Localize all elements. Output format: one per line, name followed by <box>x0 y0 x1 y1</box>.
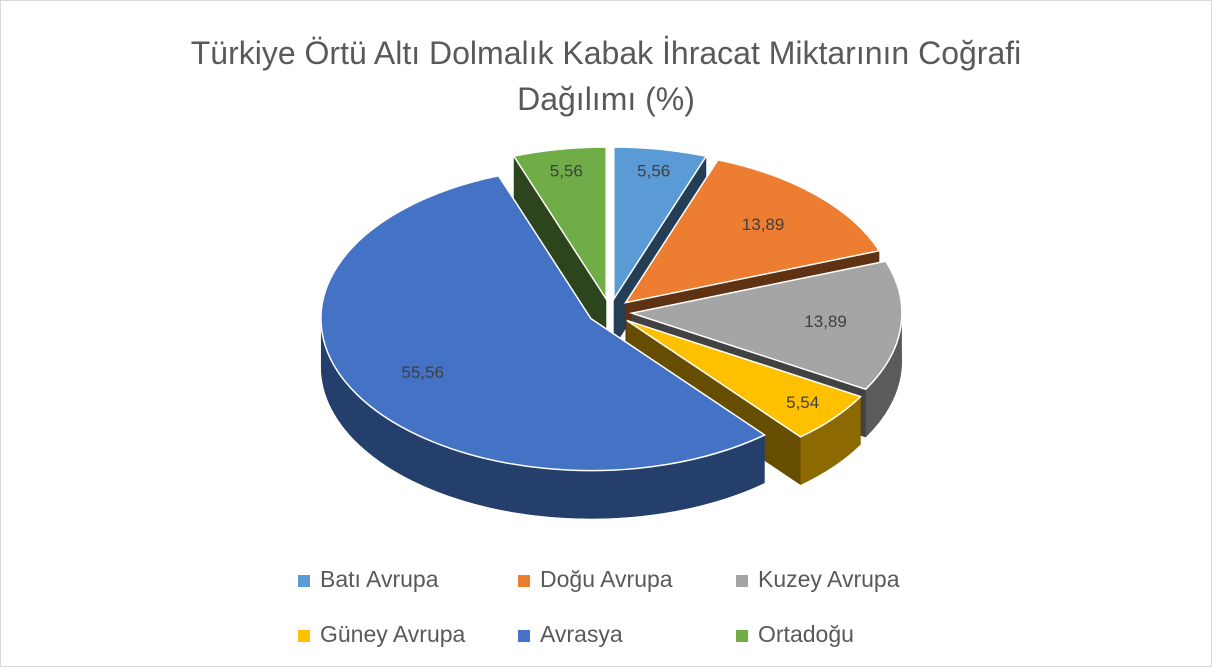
data-label: 5,54 <box>786 393 819 412</box>
data-label: 55,56 <box>401 363 444 382</box>
data-label: 13,89 <box>742 215 785 234</box>
slice-side <box>865 313 902 438</box>
data-label: 5,56 <box>550 161 583 180</box>
legend-label: Kuzey Avrupa <box>758 566 900 592</box>
data-label: 5,56 <box>637 161 670 180</box>
slice <box>623 159 881 304</box>
legend-label: Batı Avrupa <box>320 566 439 592</box>
slice <box>626 319 863 438</box>
legend-swatch <box>298 630 310 642</box>
legend-label: Güney Avrupa <box>320 621 466 647</box>
legend-label: Doğu Avrupa <box>540 566 673 592</box>
legend-swatch <box>518 575 530 587</box>
legend-swatch <box>736 630 748 642</box>
slice <box>512 146 607 302</box>
legend-label: Ortadoğu <box>758 621 854 647</box>
data-label: 13,89 <box>804 312 847 331</box>
legend-swatch <box>518 630 530 642</box>
slice <box>628 260 903 391</box>
slice <box>613 146 708 302</box>
slice-side <box>800 396 861 485</box>
slice <box>320 174 767 472</box>
slice-side <box>513 156 607 348</box>
legend-swatch <box>736 575 748 587</box>
legend-swatch <box>298 575 310 587</box>
legend-label: Avrasya <box>540 621 623 647</box>
chart-title: Türkiye Örtü Altı Dolmalık Kabak İhracat… <box>190 35 1022 117</box>
slice-side <box>320 318 765 519</box>
